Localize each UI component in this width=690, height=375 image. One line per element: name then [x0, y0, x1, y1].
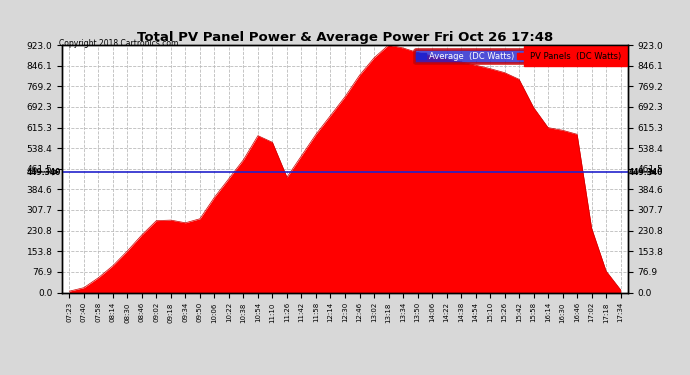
Text: Copyright 2018 Cartronics.com: Copyright 2018 Cartronics.com — [59, 39, 178, 48]
Text: 449.340: 449.340 — [27, 168, 61, 177]
Text: 449.340: 449.340 — [629, 168, 663, 177]
Legend: Average  (DC Watts), PV Panels  (DC Watts): Average (DC Watts), PV Panels (DC Watts) — [414, 49, 624, 63]
Title: Total PV Panel Power & Average Power Fri Oct 26 17:48: Total PV Panel Power & Average Power Fri… — [137, 31, 553, 44]
